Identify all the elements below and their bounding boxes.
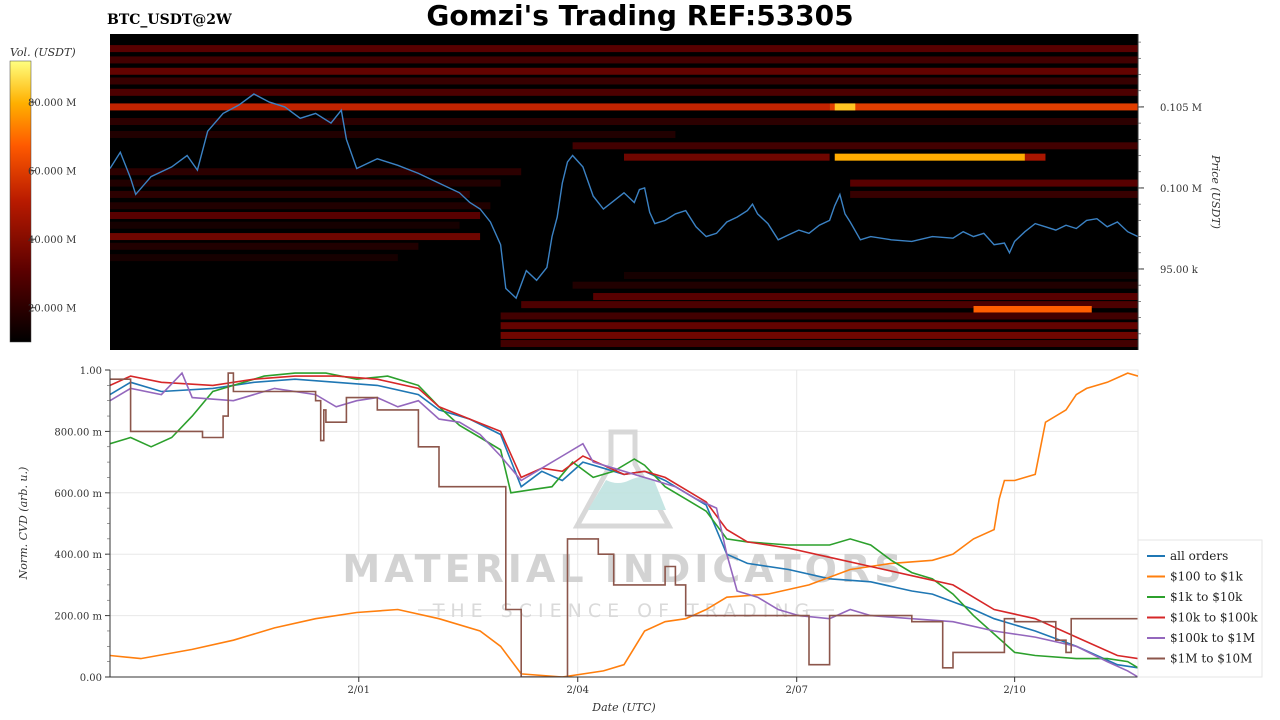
cvd-y-tick-label: 200.00 m xyxy=(54,612,102,623)
cvd-x-tick-label: 2/01 xyxy=(348,685,370,696)
heatmap-band xyxy=(110,130,676,138)
heatmap-band xyxy=(593,293,1138,301)
colorbar-tick-label: 60.000 M xyxy=(28,167,76,178)
cvd-y-tick-label: 600.00 m xyxy=(54,489,102,500)
heatmap-band xyxy=(110,77,1138,85)
price-tick-label: 0.105 M xyxy=(1160,103,1202,114)
colorbar-tick-label: 80.000 M xyxy=(28,98,76,109)
cvd-series-line xyxy=(110,372,1138,677)
price-tick-label: 0.100 M xyxy=(1160,184,1202,195)
price-line xyxy=(110,93,1138,300)
heatmap-band xyxy=(624,271,1138,279)
price-axis-title: Price (USDT) xyxy=(1209,154,1222,229)
heatmap-band xyxy=(850,179,1138,187)
legend-label: $100k to $1M xyxy=(1170,631,1255,645)
cvd-y-tick-label: 1.00 xyxy=(80,366,102,377)
heatmap-band xyxy=(110,242,419,250)
legend-label: all orders xyxy=(1170,549,1228,563)
heatmap-band xyxy=(110,211,481,219)
heatmap-band xyxy=(829,103,1138,111)
watermark: MATERIAL INDICATORS THE SCIENCE OF TRADI… xyxy=(342,429,905,622)
colorbar-tick-label: 40.000 M xyxy=(28,235,76,246)
heatmap-band xyxy=(1024,153,1046,161)
heatmap-band xyxy=(110,67,1138,75)
heatmap-band xyxy=(110,168,522,176)
legend-label: $10k to $100k xyxy=(1170,611,1258,625)
price-tick-label: 95.00 k xyxy=(1160,265,1199,276)
heatmap-band xyxy=(110,118,1138,126)
cvd-series-line xyxy=(110,372,1138,669)
cvd-x-tick-label: 2/07 xyxy=(785,685,807,696)
heatmap-band xyxy=(110,190,470,198)
legend-label: $1M to $10M xyxy=(1170,652,1252,666)
watermark-line2: THE SCIENCE OF TRADING xyxy=(432,600,816,622)
legend xyxy=(1137,539,1263,678)
flask-liquid-icon xyxy=(588,477,666,510)
heatmap-band xyxy=(572,142,1138,150)
heatmap-band xyxy=(500,331,1138,339)
colorbar-title: Vol. (USDT) xyxy=(10,46,76,59)
heatmap-band xyxy=(110,221,460,229)
chart-title: Gomzi's Trading REF:53305 xyxy=(426,0,854,32)
heatmap-band xyxy=(110,254,398,262)
heatmap-band xyxy=(110,179,501,187)
cvd-x-tick-label: 2/04 xyxy=(567,685,589,696)
symbol-label: BTC_USDT@2W xyxy=(107,12,232,28)
heatmap-band xyxy=(110,45,1138,53)
heatmap-band xyxy=(110,103,830,111)
cvd-x-tick-label: 2/10 xyxy=(1003,685,1025,696)
heatmap-band xyxy=(624,153,830,161)
watermark-line1: MATERIAL INDICATORS xyxy=(342,547,905,591)
cvd-series-line xyxy=(110,372,1138,677)
colorbar xyxy=(9,60,32,343)
heatmap-band xyxy=(500,322,1138,330)
heatmap-band xyxy=(110,56,1138,64)
cvd-series-line xyxy=(110,375,1138,660)
x-axis-title: Date (UTC) xyxy=(591,701,655,714)
cvd-axis-title: Norm. CVD (arb. u.) xyxy=(17,467,30,581)
heatmap-band xyxy=(572,281,1138,289)
heatmap-band xyxy=(110,88,1138,96)
legend-label: $100 to $1k xyxy=(1170,570,1243,584)
cvd-y-tick-label: 800.00 m xyxy=(54,427,102,438)
legend-label: $1k to $10k xyxy=(1170,590,1243,604)
cvd-y-tick-label: 0.00 xyxy=(80,673,102,684)
heatmap-band xyxy=(500,340,1138,348)
heatmap-band xyxy=(500,312,1138,320)
heatmap-band xyxy=(521,301,1138,309)
heatmap-band xyxy=(973,305,1092,313)
heatmap-band xyxy=(834,153,1025,161)
colorbar-tick-label: 20.000 M xyxy=(28,304,76,315)
heatmap-band xyxy=(110,233,481,241)
heatmap-band xyxy=(834,103,856,111)
heatmap-band xyxy=(110,202,491,210)
flask-icon xyxy=(572,429,674,529)
cvd-y-tick-label: 400.00 m xyxy=(54,550,102,561)
cvd-series-line xyxy=(110,371,1138,677)
heatmap-band xyxy=(850,190,1138,198)
